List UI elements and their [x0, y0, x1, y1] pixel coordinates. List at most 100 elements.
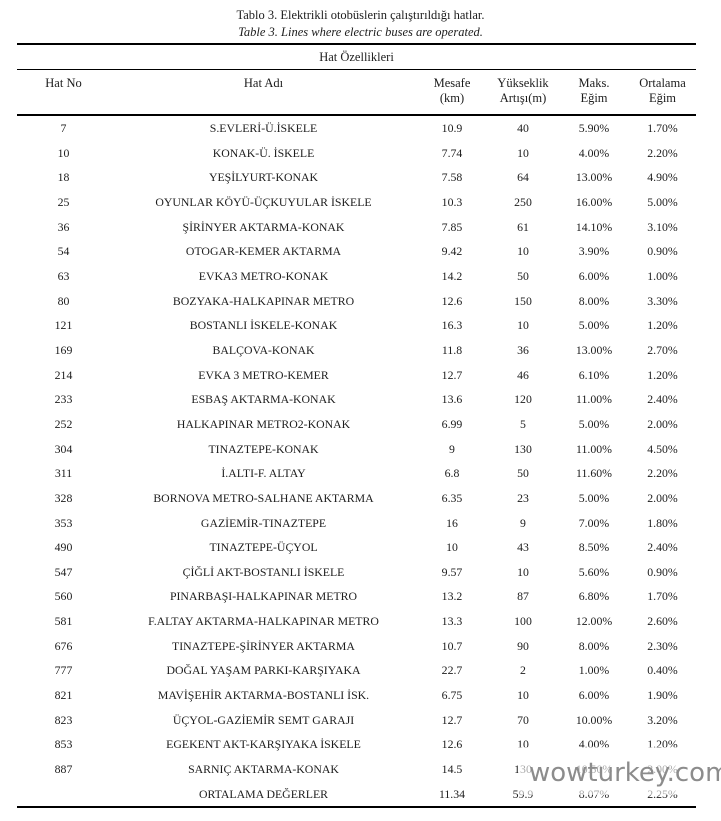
cell: 13.00%	[575, 342, 613, 357]
cell: MAVİŞEHİR AKTARMA-BOSTANLI İSK.	[157, 688, 370, 703]
cell: 1.90%	[647, 688, 678, 703]
cell: 13.6	[441, 392, 463, 407]
cell: 70	[517, 712, 529, 727]
cell: BOZYAKA-HALKAPINAR METRO	[172, 293, 355, 308]
cell: 853	[54, 737, 73, 752]
table-row: 214 EVKA 3 METRO-KEMER 12.7 46 6.10% 1.20%	[17, 363, 696, 388]
table-caption-turkish: Tablo 3. Elektrikli otobüslerin çalıştır…	[236, 8, 485, 22]
cell: 5	[520, 416, 526, 431]
cell: 11.00%	[576, 441, 612, 456]
table-row: 547 ÇİĞLİ AKT-BOSTANLI İSKELE 9.57 10 5.60% 0…	[17, 560, 696, 585]
cell: 9	[449, 441, 455, 456]
cell: 6.80%	[578, 589, 610, 604]
cell: ORTALAMA DEĞERLER	[198, 786, 329, 801]
cell: 328	[54, 490, 73, 505]
cell: İ.ALTI-F. ALTAY	[221, 466, 306, 481]
table-row: 490 TINAZTEPE-ÜÇYOL 10 43 8.50% 2.40%	[17, 535, 696, 560]
cell: 6.00%	[578, 268, 610, 283]
cell: 8.00%	[578, 293, 610, 308]
cell: 16.00%	[575, 194, 613, 209]
cell: 10.00%	[575, 712, 613, 727]
cell: 676	[54, 638, 73, 653]
cell: 10	[517, 318, 529, 333]
cell: PINARBAŞI-HALKAPINAR METRO	[169, 589, 358, 604]
cell: 9.57	[441, 564, 463, 579]
cell: 18	[57, 170, 70, 185]
column-header: Hat Adı	[110, 69, 417, 116]
cell: 12.00%	[575, 614, 613, 629]
cell: TINAZTEPE-KONAK	[208, 441, 319, 456]
cell: GAZİEMİR-TINAZTEPE	[200, 515, 327, 530]
cell: HALKAPINAR METRO2-KONAK	[176, 416, 351, 431]
cell: 5.00%	[578, 318, 610, 333]
cell: 3.10%	[647, 219, 678, 234]
table-row: 10 KONAK-Ü. İSKELE 7.74 10 4.00% 2.20%	[17, 141, 696, 166]
cell: 250	[514, 194, 532, 209]
cell: 43	[517, 540, 529, 555]
cell: 63	[57, 268, 70, 283]
cell: EVKA 3 METRO-KEMER	[198, 367, 329, 382]
cell: 4.50%	[647, 441, 678, 456]
cell: 8.00%	[578, 638, 610, 653]
table-row: 823 ÜÇYOL-GAZİEMİR SEMT GARAJI 12.7 70 10.00…	[17, 708, 696, 733]
cell: 7.58	[441, 170, 463, 185]
cell: 581	[54, 614, 73, 629]
group-header-row: Hat Özellikleri	[17, 44, 696, 70]
cell: 2	[520, 663, 526, 678]
cell: 887	[54, 762, 73, 777]
cell: 22.7	[441, 663, 463, 678]
cell: 3.30%	[647, 293, 678, 308]
cell: TINAZTEPE-ŞİRİNYER AKTARMA	[172, 638, 355, 653]
cell: 16	[446, 515, 458, 530]
cell: 10.9	[441, 121, 463, 135]
cell: BOSTANLI İSKELE-KONAK	[189, 318, 338, 333]
column-header: Ortalama Eğim	[629, 69, 696, 116]
cell: 560	[54, 589, 73, 604]
cell: 64	[517, 170, 529, 185]
cell: TINAZTEPE-ÜÇYOL	[209, 540, 318, 555]
cell: 233	[54, 392, 73, 407]
table-head: Hat Özellikleri Hat No Hat Adı Mesafe (km) Y…	[17, 44, 696, 116]
column-header: Mesafe (km)	[417, 69, 487, 116]
cell: 11.34	[438, 786, 466, 801]
cell: YEŞİLYURT-KONAK	[208, 170, 319, 185]
column-header: Maks. Eğim	[559, 69, 629, 116]
cell: ÜÇYOL-GAZİEMİR SEMT GARAJI	[172, 712, 355, 727]
group-header: Hat Özellikleri	[17, 44, 696, 70]
cell: 10	[517, 737, 529, 752]
cell: 2.30%	[647, 638, 678, 653]
cell: OTOGAR-KEMER AKTARMA	[185, 244, 342, 259]
cell: 5.00%	[578, 490, 610, 505]
cell: 25	[57, 194, 70, 209]
cell: 16.3	[441, 318, 463, 333]
column-header-row: Hat No Hat Adı Mesafe (km) Yükseklik Artışı(m…	[17, 69, 696, 116]
table-row: 18 YEŞİLYURT-KONAK 7.58 64 13.00% 4.90%	[17, 165, 696, 190]
cell: 50	[517, 268, 529, 283]
cell: 10	[517, 244, 529, 259]
cell: 2.00%	[647, 416, 678, 431]
cell: 36	[517, 342, 529, 357]
table-row: 304 TINAZTEPE-KONAK 9 130 11.00% 4.50%	[17, 437, 696, 462]
cell: 10	[517, 688, 529, 703]
table-row: 560 PINARBAŞI-HALKAPINAR METRO 13.2 87 6.80%…	[17, 584, 696, 609]
cell: 5.60%	[578, 564, 610, 579]
cell: 6.75	[441, 688, 463, 703]
cell: KONAK-Ü. İSKELE	[212, 145, 315, 160]
cell: OYUNLAR KÖYÜ-ÜÇKUYULAR İSKELE	[155, 194, 372, 209]
cell: 2.70%	[647, 342, 678, 357]
cell: 6.8	[444, 466, 460, 481]
cell: 36	[57, 219, 70, 234]
bus-lines-table: Hat Özellikleri Hat No Hat Adı Mesafe (km) Y…	[17, 43, 696, 809]
cell: 9	[520, 515, 526, 530]
cell: 6.99	[441, 416, 463, 431]
cell: 2.60%	[647, 614, 678, 629]
cell: 87	[517, 589, 529, 604]
cell: 2.40%	[647, 392, 678, 407]
cell: 10.7	[441, 638, 463, 653]
cell: 7.00%	[578, 515, 610, 530]
cell: 252	[54, 416, 73, 431]
cell: 490	[54, 540, 73, 555]
cell: 14.5	[441, 762, 463, 777]
cell: 5.90%	[578, 121, 610, 135]
